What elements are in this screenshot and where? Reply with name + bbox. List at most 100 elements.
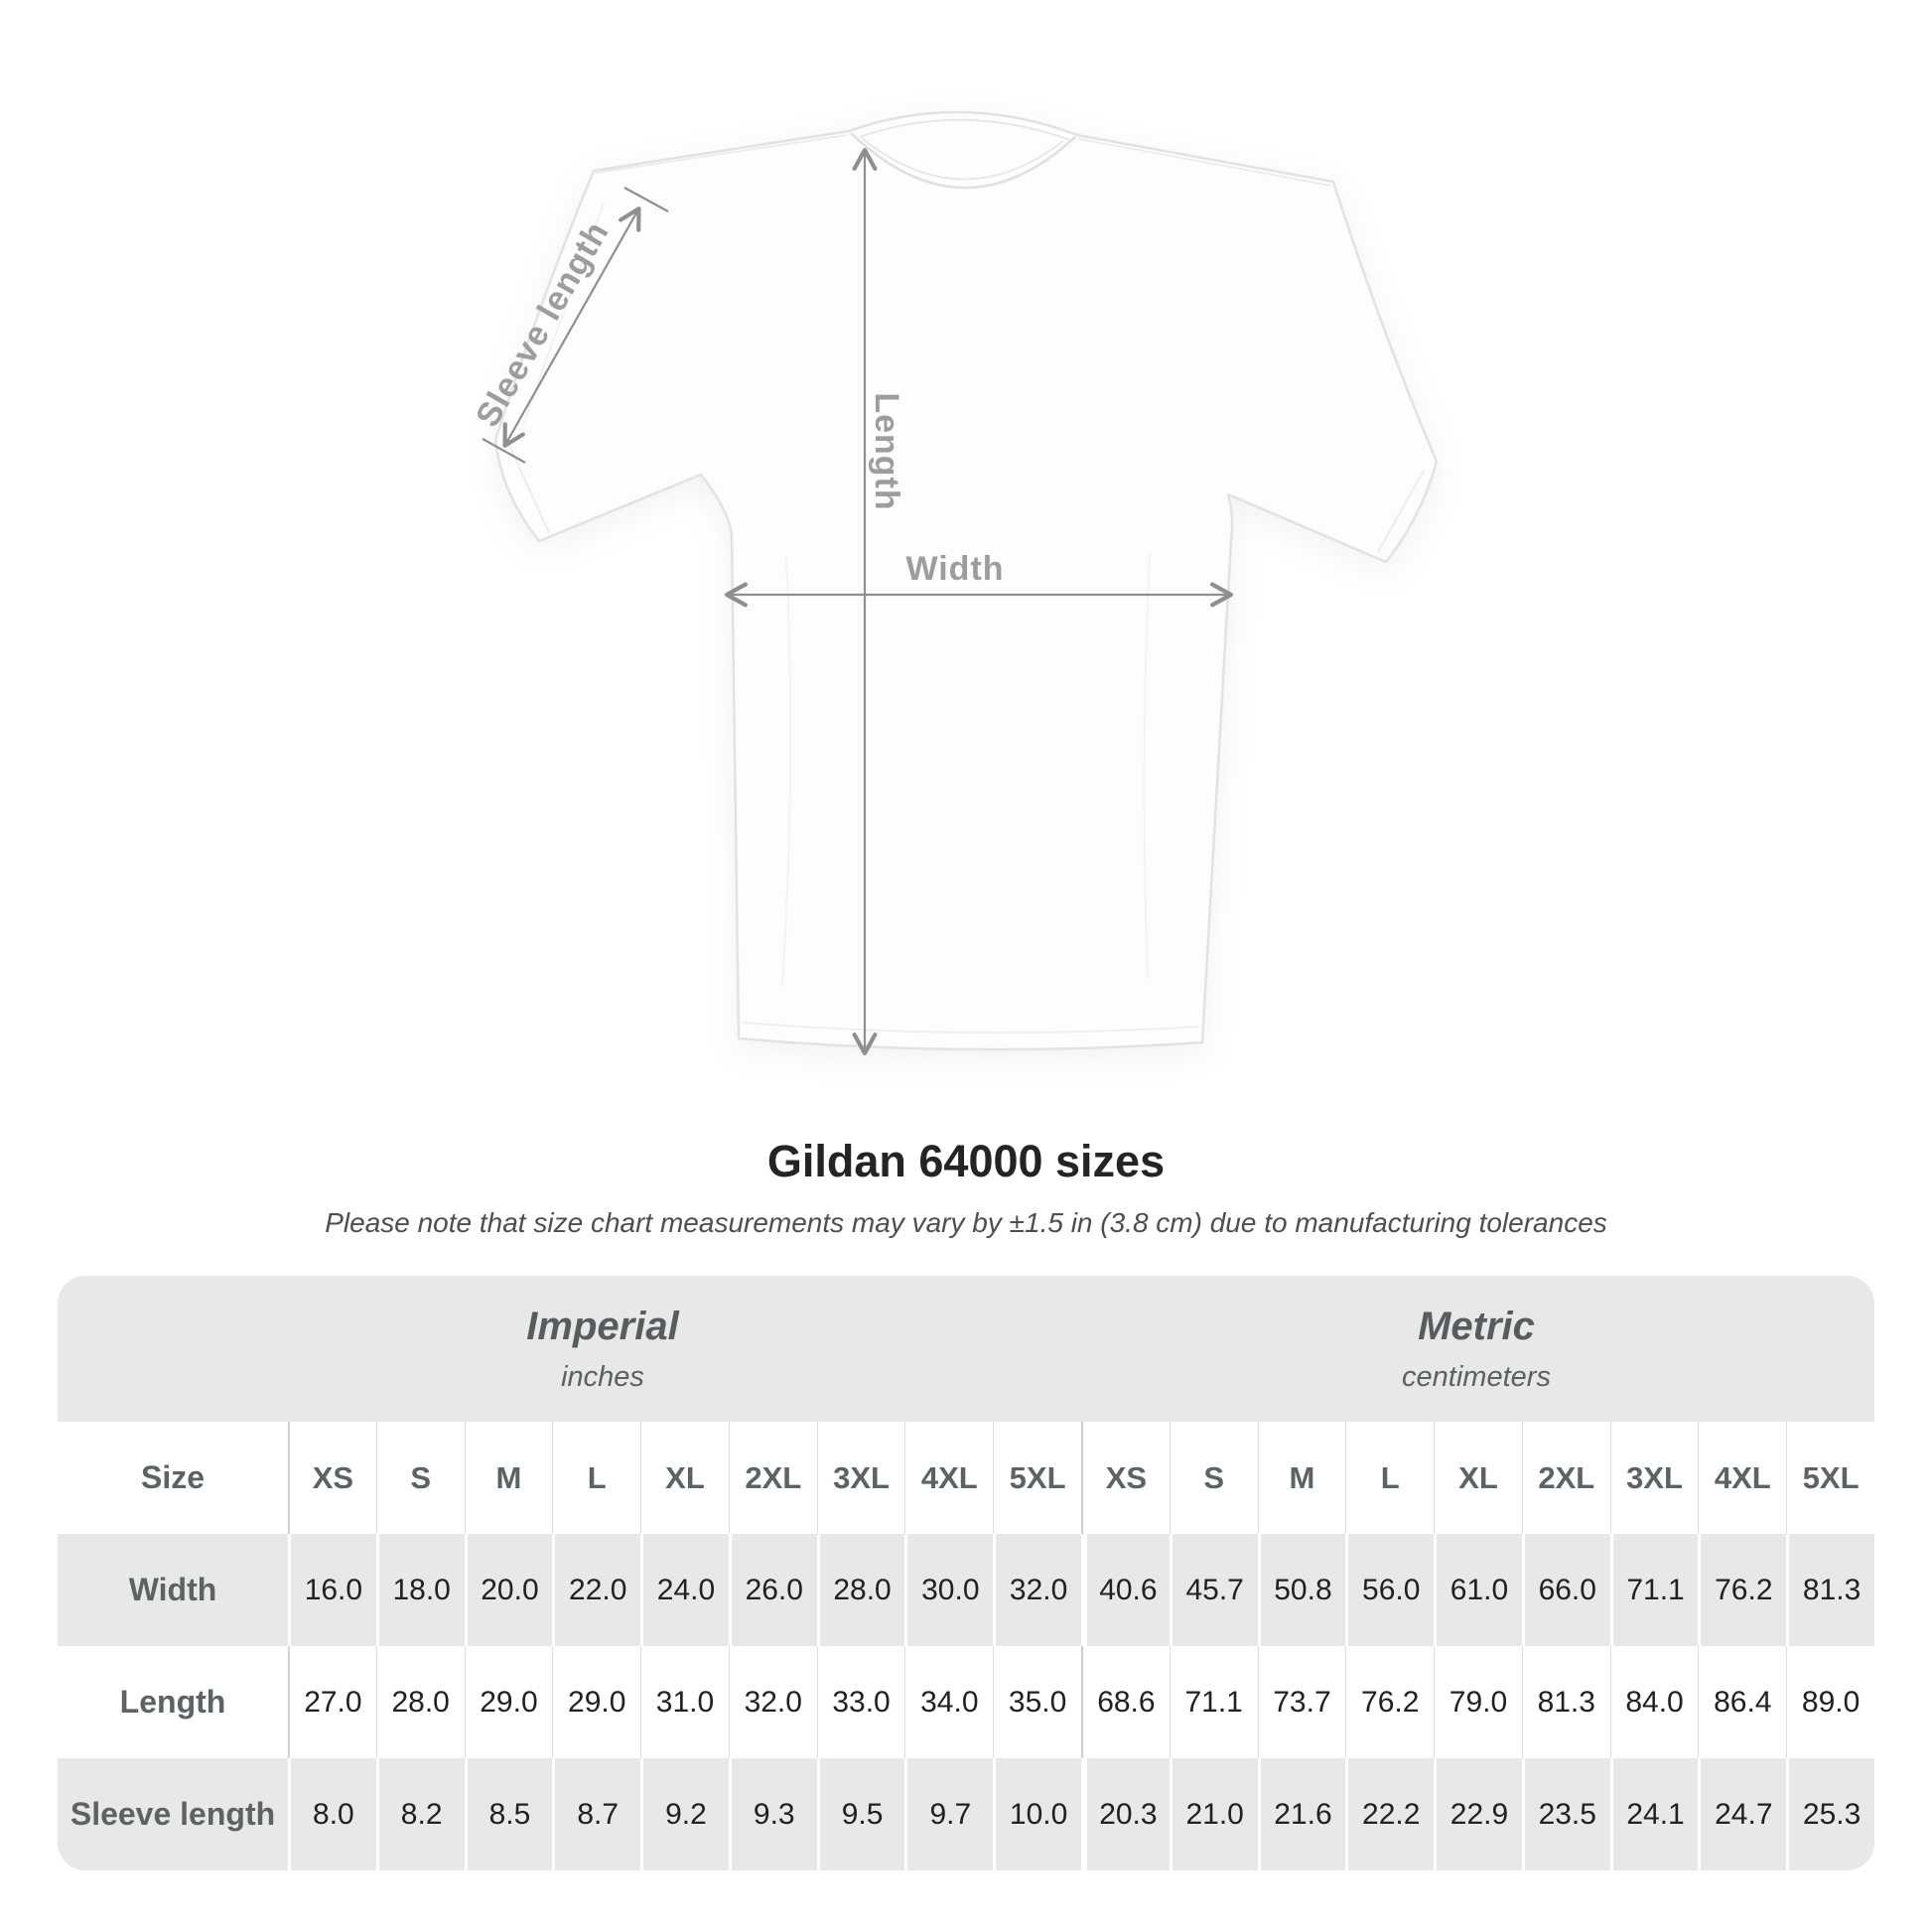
length-label: Length bbox=[868, 392, 905, 510]
value-cell-imperial: 8.7 bbox=[552, 1758, 640, 1870]
value-cell-metric: 89.0 bbox=[1786, 1646, 1874, 1758]
tolerance-note: Please note that size chart measurements… bbox=[325, 1207, 1607, 1238]
value-cell-imperial: 16.0 bbox=[288, 1534, 376, 1646]
tshirt-diagram: Width Length Sleeve length bbox=[469, 110, 1439, 1056]
value-cell-imperial: 32.0 bbox=[728, 1646, 817, 1758]
sleeve-length-arrow bbox=[502, 207, 641, 448]
value-cell-metric: 23.5 bbox=[1521, 1758, 1610, 1870]
size-col-metric-xl: XL bbox=[1434, 1422, 1522, 1534]
value-cell-metric: 45.7 bbox=[1169, 1534, 1258, 1646]
sleeve-tick-bottom bbox=[482, 438, 526, 464]
size-col-metric-m: M bbox=[1257, 1422, 1346, 1534]
dimension-arrows bbox=[482, 147, 1234, 1056]
value-cell-imperial: 29.0 bbox=[552, 1646, 640, 1758]
page-title: Gildan 64000 sizes bbox=[766, 1136, 1166, 1186]
value-cell-imperial: 9.5 bbox=[816, 1758, 905, 1870]
value-cell-metric: 76.2 bbox=[1345, 1646, 1434, 1758]
value-cell-imperial: 28.0 bbox=[816, 1534, 905, 1646]
value-cell-imperial: 20.0 bbox=[464, 1534, 553, 1646]
value-cell-metric: 81.3 bbox=[1521, 1646, 1610, 1758]
value-cell-imperial: 9.7 bbox=[904, 1758, 993, 1870]
size-col-metric-3xl: 3XL bbox=[1609, 1422, 1699, 1534]
value-cell-imperial: 22.0 bbox=[552, 1534, 640, 1646]
value-cell-imperial: 9.2 bbox=[640, 1758, 729, 1870]
value-cell-metric: 71.1 bbox=[1609, 1534, 1699, 1646]
value-cell-metric: 86.4 bbox=[1698, 1646, 1786, 1758]
imperial-unit: inches bbox=[561, 1360, 644, 1393]
value-cell-imperial: 26.0 bbox=[728, 1534, 817, 1646]
metric-section-header: Metric centimeters bbox=[1402, 1276, 1551, 1422]
value-cell-imperial: 32.0 bbox=[993, 1534, 1081, 1646]
value-cell-metric: 21.0 bbox=[1169, 1758, 1258, 1870]
size-col-metric-xs: XS bbox=[1081, 1422, 1170, 1534]
value-cell-imperial: 10.0 bbox=[993, 1758, 1081, 1870]
value-cell-imperial: 31.0 bbox=[640, 1646, 729, 1758]
value-cell-imperial: 8.0 bbox=[288, 1758, 376, 1870]
size-col-imperial-xl: XL bbox=[640, 1422, 729, 1534]
value-cell-metric: 79.0 bbox=[1434, 1646, 1522, 1758]
value-cell-imperial: 8.5 bbox=[464, 1758, 553, 1870]
value-cell-metric: 24.1 bbox=[1609, 1758, 1699, 1870]
size-col-imperial-4xl: 4XL bbox=[904, 1422, 993, 1534]
size-col-metric-5xl: 5XL bbox=[1786, 1422, 1874, 1534]
size-col-metric-l: L bbox=[1345, 1422, 1434, 1534]
width-label: Width bbox=[905, 550, 1004, 588]
value-cell-imperial: 29.0 bbox=[464, 1646, 553, 1758]
size-col-metric-2xl: 2XL bbox=[1521, 1422, 1610, 1534]
value-cell-metric: 22.9 bbox=[1434, 1758, 1522, 1870]
size-col-imperial-xs: XS bbox=[288, 1422, 376, 1534]
value-cell-imperial: 28.0 bbox=[375, 1646, 465, 1758]
value-cell-metric: 56.0 bbox=[1345, 1534, 1434, 1646]
value-cell-imperial: 9.3 bbox=[728, 1758, 817, 1870]
row-label: Width bbox=[128, 1572, 217, 1607]
row-label: Length bbox=[119, 1684, 226, 1720]
value-cell-imperial: 34.0 bbox=[904, 1646, 993, 1758]
value-cell-metric: 66.0 bbox=[1521, 1534, 1610, 1646]
value-cell-metric: 25.3 bbox=[1786, 1758, 1874, 1870]
imperial-section-header: Imperial inches bbox=[526, 1276, 678, 1422]
size-col-metric-4xl: 4XL bbox=[1698, 1422, 1786, 1534]
sleeve-tick-top bbox=[623, 187, 669, 212]
size-header-cell: Size bbox=[140, 1459, 206, 1495]
value-cell-metric: 24.7 bbox=[1698, 1758, 1786, 1870]
measurement-row: Sleeve length 8.0 8.2 8.5 8.7 9.2 9.3 9.5 9.7 10.… bbox=[58, 1758, 1874, 1870]
value-cell-metric: 81.3 bbox=[1786, 1534, 1874, 1646]
size-col-imperial-3xl: 3XL bbox=[816, 1422, 905, 1534]
value-cell-metric: 71.1 bbox=[1169, 1646, 1258, 1758]
value-cell-metric: 76.2 bbox=[1698, 1534, 1786, 1646]
metric-unit: centimeters bbox=[1402, 1360, 1551, 1393]
value-cell-metric: 84.0 bbox=[1609, 1646, 1699, 1758]
value-cell-imperial: 24.0 bbox=[640, 1534, 729, 1646]
value-cell-metric: 61.0 bbox=[1434, 1534, 1522, 1646]
value-cell-metric: 73.7 bbox=[1257, 1646, 1346, 1758]
size-col-imperial-2xl: 2XL bbox=[728, 1422, 817, 1534]
row-label: Sleeve length bbox=[69, 1796, 276, 1832]
value-cell-metric: 50.8 bbox=[1257, 1534, 1346, 1646]
imperial-title: Imperial bbox=[526, 1304, 679, 1348]
value-cell-imperial: 35.0 bbox=[993, 1646, 1081, 1758]
size-col-imperial-m: M bbox=[464, 1422, 553, 1534]
table-header-band: Imperial inches Metric centimeters bbox=[58, 1276, 1874, 1422]
value-cell-metric: 21.6 bbox=[1257, 1758, 1346, 1870]
value-cell-imperial: 8.2 bbox=[375, 1758, 465, 1870]
size-col-imperial-l: L bbox=[552, 1422, 640, 1534]
value-cell-metric: 22.2 bbox=[1345, 1758, 1434, 1870]
value-cell-imperial: 27.0 bbox=[288, 1646, 376, 1758]
value-cell-imperial: 30.0 bbox=[904, 1534, 993, 1646]
size-header-row: Size XS S M L XL 2XL 3XL 4XL 5XL XS S M L XL 2XL 3XL 4XL 5… bbox=[58, 1422, 1874, 1534]
measurement-row: Width 16.0 18.0 20.0 22.0 24.0 26.0 28.0 30.0 32.… bbox=[58, 1534, 1874, 1646]
value-cell-metric: 40.6 bbox=[1081, 1534, 1170, 1646]
value-cell-imperial: 18.0 bbox=[375, 1534, 465, 1646]
size-col-imperial-s: S bbox=[375, 1422, 465, 1534]
size-col-imperial-5xl: 5XL bbox=[993, 1422, 1081, 1534]
size-col-metric-s: S bbox=[1169, 1422, 1258, 1534]
table-rows: Size XS S M L XL 2XL 3XL 4XL 5XL XS S M L XL 2XL 3XL 4XL 5… bbox=[58, 1422, 1874, 1870]
size-table: Imperial inches Metric centimeters Size X… bbox=[58, 1276, 1874, 1870]
value-cell-imperial: 33.0 bbox=[816, 1646, 905, 1758]
value-cell-metric: 20.3 bbox=[1081, 1758, 1170, 1870]
collar-seam bbox=[850, 132, 1076, 190]
value-cell-metric: 68.6 bbox=[1081, 1646, 1170, 1758]
measurement-row: Length 27.0 28.0 29.0 29.0 31.0 32.0 33.0 34.0 35… bbox=[58, 1646, 1874, 1758]
metric-title: Metric bbox=[1418, 1304, 1535, 1348]
